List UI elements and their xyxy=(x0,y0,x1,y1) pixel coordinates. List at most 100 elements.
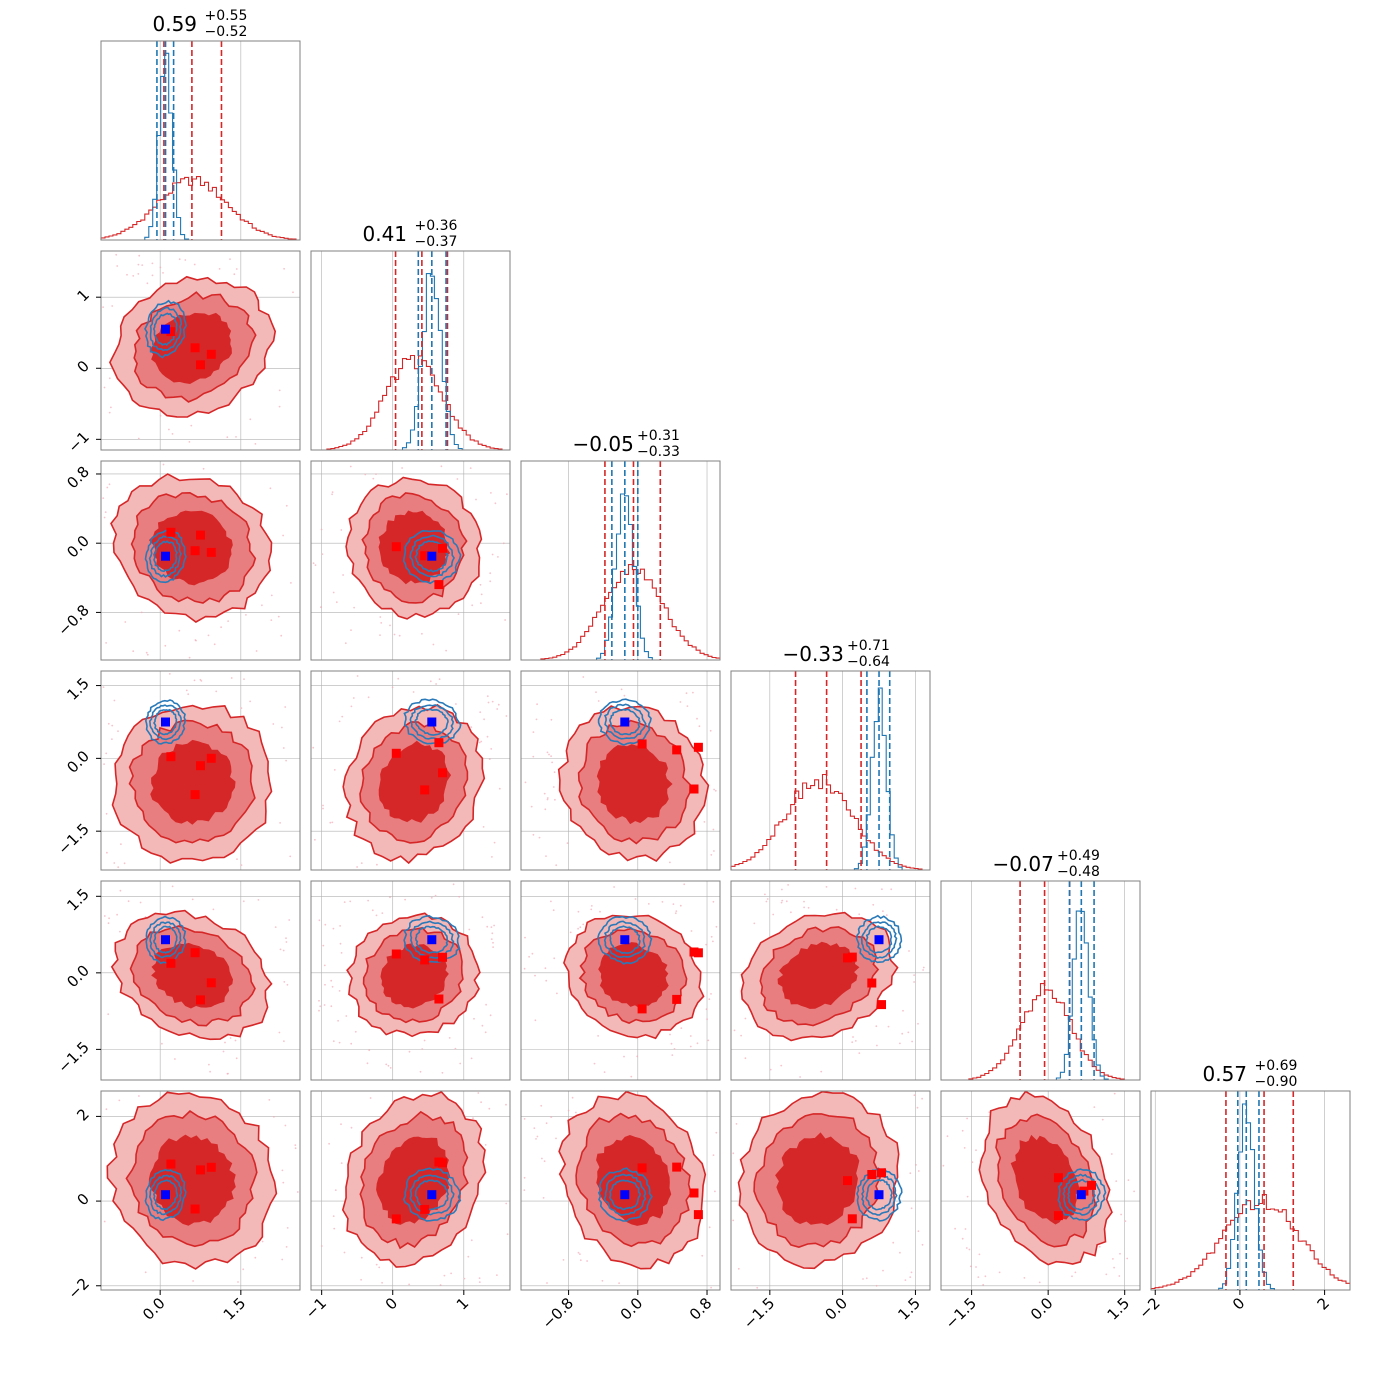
sample-dot xyxy=(966,1195,969,1198)
panel-frame xyxy=(730,880,931,1081)
sample-dot xyxy=(314,838,316,841)
red-marker xyxy=(693,742,703,752)
red-marker xyxy=(190,1204,200,1214)
sample-dot xyxy=(554,798,556,801)
sample-dot xyxy=(119,889,122,892)
sample-dot xyxy=(102,497,105,499)
sample-dot xyxy=(281,1258,284,1261)
sample-dot xyxy=(492,946,494,948)
sample-dot xyxy=(261,1240,264,1243)
sample-dot xyxy=(439,1284,442,1286)
panel-frame xyxy=(310,460,511,661)
sample-dot xyxy=(493,924,495,927)
x-tick-label: 0 xyxy=(382,1294,401,1313)
panel-title-median: 0.57 xyxy=(1203,1062,1248,1086)
sample-dot xyxy=(111,305,114,307)
sample-dot xyxy=(787,884,789,886)
panel-4-3 xyxy=(730,880,931,1081)
sample-dot xyxy=(353,606,355,609)
sample-dot xyxy=(498,787,501,790)
red-contour-inner xyxy=(378,740,452,823)
sample-dot xyxy=(732,1219,735,1222)
sample-dot xyxy=(137,263,140,266)
sample-dot xyxy=(108,377,111,380)
panel-4-1 xyxy=(310,880,511,1081)
x-tick-label: −1.5 xyxy=(740,1294,778,1332)
sample-dot xyxy=(220,626,223,629)
sample-dot xyxy=(566,842,569,844)
sample-dot xyxy=(389,896,391,899)
blue-marker xyxy=(874,1190,884,1200)
red-histogram-1 xyxy=(311,354,510,451)
sample-dot xyxy=(744,1017,747,1020)
sample-dot xyxy=(546,797,549,799)
sample-dot xyxy=(111,724,114,727)
sample-dot xyxy=(375,473,377,475)
x-tick-label: −0.8 xyxy=(539,1294,577,1332)
y-tick-label: 1.5 xyxy=(63,885,93,915)
x-tick-label: 1 xyxy=(453,1294,472,1313)
sample-dot xyxy=(269,487,272,490)
sample-dot xyxy=(480,602,482,605)
red-marker xyxy=(391,1214,401,1224)
sample-dot xyxy=(281,726,283,729)
sample-dot xyxy=(909,1172,912,1175)
sample-dot xyxy=(908,950,910,952)
sample-dot xyxy=(490,492,492,494)
sample-dot xyxy=(744,1057,747,1060)
sample-dot xyxy=(899,1042,901,1045)
sample-dot xyxy=(620,688,623,691)
sample-dot xyxy=(536,703,538,706)
sample-dot xyxy=(381,1281,383,1284)
sample-dot xyxy=(603,1071,606,1073)
sample-dot xyxy=(484,1144,487,1146)
panel-4-2 xyxy=(520,880,721,1081)
sample-dot xyxy=(470,726,473,728)
panel-frame xyxy=(940,880,1141,1081)
panel-title-plus: +0.55 xyxy=(205,8,248,24)
sample-dot xyxy=(910,1271,913,1274)
x-tick-label: 0.0 xyxy=(139,1294,169,1324)
sample-dot xyxy=(193,263,196,266)
red-contour-inner xyxy=(148,1134,236,1226)
red-contour-inner xyxy=(777,941,860,1009)
sample-dot xyxy=(534,974,536,977)
sample-dot xyxy=(352,697,355,699)
sample-dot xyxy=(340,1123,342,1126)
y-tick-label: 0 xyxy=(73,1190,92,1209)
sample-dot xyxy=(379,616,382,618)
sample-dot xyxy=(235,1057,238,1060)
sample-dot xyxy=(679,701,682,703)
sample-dot xyxy=(1115,1180,1118,1182)
sample-dot xyxy=(107,922,110,925)
sample-dot xyxy=(545,1122,548,1125)
sample-dot xyxy=(536,1135,539,1138)
sample-dot xyxy=(975,1149,977,1152)
sample-dot xyxy=(356,675,359,677)
sample-dot xyxy=(105,812,108,815)
sample-dot xyxy=(780,901,783,904)
sample-dot xyxy=(916,1106,919,1109)
red-marker xyxy=(843,953,852,963)
sample-dot xyxy=(491,932,494,935)
sample-dot xyxy=(124,621,127,623)
sample-dot xyxy=(781,899,784,902)
sample-dot xyxy=(229,1037,232,1039)
sample-dot xyxy=(404,898,406,901)
red-marker xyxy=(190,546,200,556)
sample-dot xyxy=(279,822,281,824)
sample-dot xyxy=(340,529,343,531)
sample-dot xyxy=(430,896,433,899)
sample-dot xyxy=(318,1009,320,1012)
blue-contour xyxy=(603,1173,647,1216)
sample-dot xyxy=(669,1033,671,1036)
sample-dot xyxy=(555,864,558,867)
sample-dot xyxy=(455,703,457,705)
panel-0-0: 0.59 +0.55−0.52 xyxy=(100,8,301,241)
panel-title-minus: −0.52 xyxy=(205,24,248,40)
panel-3-0: −1.5 0.0 1.5 xyxy=(54,670,301,871)
blue-contour xyxy=(861,1173,898,1216)
sample-dot xyxy=(237,1281,239,1283)
sample-dot xyxy=(113,862,116,864)
red-marker xyxy=(166,958,176,968)
